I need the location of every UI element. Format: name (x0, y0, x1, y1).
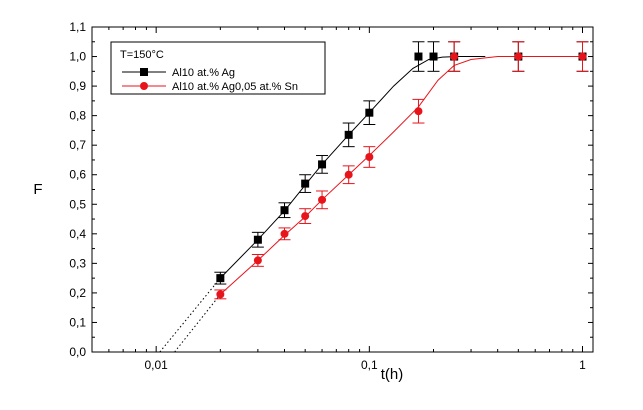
legend-marker-series-1 (140, 68, 148, 76)
y-tick-label: 0,5 (69, 197, 86, 211)
data-point-series-1 (318, 160, 327, 169)
data-point-series-1 (216, 274, 225, 283)
data-point-series-2 (414, 107, 423, 116)
data-point-series-2 (450, 52, 459, 61)
x-tick-label: 0,1 (361, 358, 378, 372)
y-tick-label: 0,0 (69, 345, 86, 359)
data-point-series-2 (578, 52, 587, 61)
y-tick-label: 1,0 (69, 50, 86, 64)
y-tick-label: 0,4 (69, 227, 86, 241)
extrapolation-lines (159, 277, 221, 353)
axis-ticks: 0,0 0,1 0,2 0,3 0,4 0,5 0,6 0,7 0,8 0,9 1,0 1,1 0,01… (69, 20, 593, 372)
y-tick-label: 1,1 (69, 20, 86, 34)
fit-curve-series-2 (219, 56, 583, 295)
y-tick-label: 0,6 (69, 168, 86, 182)
data-points (216, 52, 587, 299)
extrapolation-line-series-1 (159, 277, 221, 353)
y-tick-label: 0,8 (69, 109, 86, 123)
x-axis-label: t(h) (381, 366, 404, 383)
legend: T=150°C Al10 at.% Ag Al10 at.% Ag0,05 at… (110, 41, 326, 95)
y-tick-label: 0,9 (69, 79, 86, 93)
data-point-series-1 (365, 108, 374, 117)
data-point-series-1 (280, 206, 289, 215)
data-point-series-1 (429, 52, 438, 61)
legend-label-series-1: Al10 at.% Ag (172, 67, 235, 79)
x-tick-label: 0,01 (144, 358, 168, 372)
data-point-series-2 (514, 52, 523, 61)
legend-label-series-2: Al10 at.% Ag0,05 at.% Sn (172, 81, 298, 93)
y-axis-label: F (33, 181, 42, 198)
data-point-series-2 (253, 256, 262, 265)
data-point-series-1 (344, 130, 353, 139)
data-point-series-1 (253, 235, 262, 244)
data-point-series-1 (414, 52, 423, 61)
y-tick-label: 0,3 (69, 256, 86, 270)
y-tick-label: 0,2 (69, 286, 86, 300)
legend-marker-series-2 (140, 82, 148, 90)
legend-title: T=150°C (120, 49, 164, 61)
data-point-series-2 (280, 229, 289, 238)
y-tick-label: 0,7 (69, 138, 86, 152)
data-point-series-1 (301, 179, 310, 188)
data-point-series-2 (301, 212, 310, 221)
x-tick-label: 1 (579, 358, 586, 372)
data-point-series-2 (344, 170, 353, 179)
y-tick-label: 0,1 (69, 315, 86, 329)
data-point-series-2 (216, 290, 225, 299)
extrapolation-line-series-2 (174, 294, 221, 353)
data-point-series-2 (318, 195, 327, 204)
data-point-series-2 (365, 153, 374, 161)
